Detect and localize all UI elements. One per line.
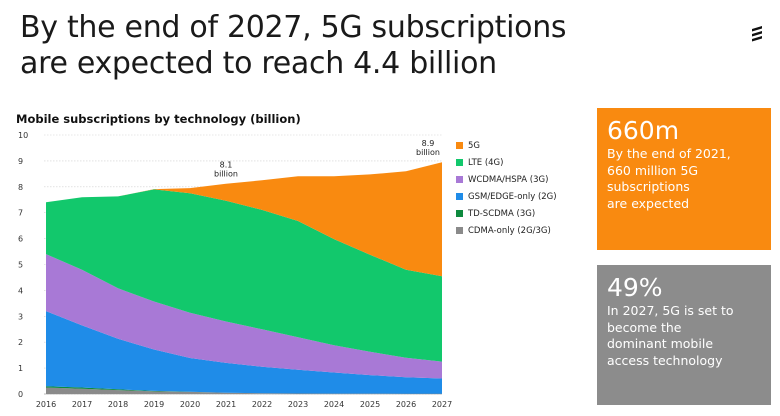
legend-label: CDMA-only (2G/3G)	[468, 225, 551, 236]
y-tick-label: 7	[18, 209, 23, 218]
area-series-5g	[46, 162, 442, 277]
annotation-unit: billion	[416, 148, 440, 157]
page-title: By the end of 2027, 5G subscriptions are…	[20, 10, 640, 82]
area-series-wcdma	[46, 254, 442, 379]
callout-line: In 2027, 5G is set to	[607, 303, 734, 318]
legend-swatch	[456, 142, 463, 149]
legend-item-lte: LTE (4G)	[456, 154, 557, 171]
y-tick-label: 3	[18, 312, 23, 321]
callout-headline: 660m	[607, 116, 680, 145]
x-tick-label: 2019	[144, 400, 164, 409]
legend-swatch	[456, 176, 463, 183]
y-tick-label: 0	[18, 390, 23, 399]
legend-label: TD-SCDMA (3G)	[468, 208, 536, 219]
legend-label: 5G	[468, 140, 480, 151]
x-tick-label: 2023	[288, 400, 308, 409]
y-tick-label: 5	[18, 261, 23, 270]
legend-item-tdscdma: TD-SCDMA (3G)	[456, 205, 557, 222]
legend-item-cdma: CDMA-only (2G/3G)	[456, 222, 557, 239]
y-tick-label: 6	[18, 235, 23, 244]
callout-line: dominant mobile	[607, 336, 714, 351]
legend-swatch	[456, 159, 463, 166]
area-series-cdma	[46, 387, 442, 394]
callout-line: 660 million 5G	[607, 162, 699, 178]
x-tick-label: 2027	[432, 400, 452, 409]
area-series-lte	[46, 189, 442, 362]
callout-5g-2021: 660m By the end of 2021, 660 million 5G …	[597, 108, 771, 250]
chart-title: Mobile subscriptions by technology (bill…	[16, 112, 301, 126]
y-tick-label: 1	[18, 364, 23, 373]
x-tick-label: 2017	[72, 400, 92, 409]
legend-swatch	[456, 210, 463, 217]
x-tick-label: 2024	[324, 400, 344, 409]
callout-line: become the	[607, 319, 682, 335]
legend-item-5g: 5G	[456, 137, 557, 154]
legend-item-gsm: GSM/EDGE-only (2G)	[456, 188, 557, 205]
y-tick-label: 9	[18, 157, 23, 166]
chart-legend: 5G LTE (4G) WCDMA/HSPA (3G) GSM/EDGE-only (…	[456, 137, 557, 239]
legend-label: GSM/EDGE-only (2G)	[468, 191, 557, 202]
legend-swatch	[456, 227, 463, 234]
callout-line: access technology	[607, 352, 723, 368]
x-tick-label: 2020	[180, 400, 200, 409]
annotation-value: 8.1	[220, 161, 233, 170]
y-tick-label: 4	[18, 286, 23, 295]
y-tick-label: 8	[18, 183, 23, 192]
ericsson-logo-icon	[752, 26, 762, 42]
callout-line: By the end of 2021,	[607, 146, 731, 161]
annotation-unit: billion	[214, 170, 238, 179]
x-tick-label: 2022	[252, 400, 272, 409]
area-series-tdscdma	[46, 386, 442, 394]
callout-headline: 49%	[607, 273, 663, 302]
x-tick-label: 2025	[360, 400, 380, 409]
callout-line: subscriptions	[607, 179, 690, 194]
x-tick-label: 2021	[216, 400, 236, 409]
callout-line: are expected	[607, 195, 690, 211]
x-tick-label: 2016	[36, 400, 56, 409]
callout-5g-2027: 49% In 2027, 5G is set to become the dom…	[597, 265, 771, 405]
headline-line-1: By the end of 2027, 5G subscriptions	[20, 10, 567, 45]
x-tick-label: 2026	[396, 400, 416, 409]
area-series-gsm	[46, 311, 442, 394]
headline-line-2: are expected to reach 4.4 billion	[20, 46, 497, 81]
legend-item-wcdma: WCDMA/HSPA (3G)	[456, 171, 557, 188]
subscriptions-chart: 0 1 2 3 4 5 6 7 8 9 10 2016 2017 2018 2019 2020 2021 2022…	[18, 131, 452, 409]
y-tick-label: 10	[18, 131, 28, 140]
x-tick-label: 2018	[108, 400, 128, 409]
legend-label: WCDMA/HSPA (3G)	[468, 174, 549, 185]
legend-swatch	[456, 193, 463, 200]
y-tick-label: 2	[18, 338, 23, 347]
legend-label: LTE (4G)	[468, 157, 504, 168]
annotation-value: 8.9	[422, 139, 435, 148]
